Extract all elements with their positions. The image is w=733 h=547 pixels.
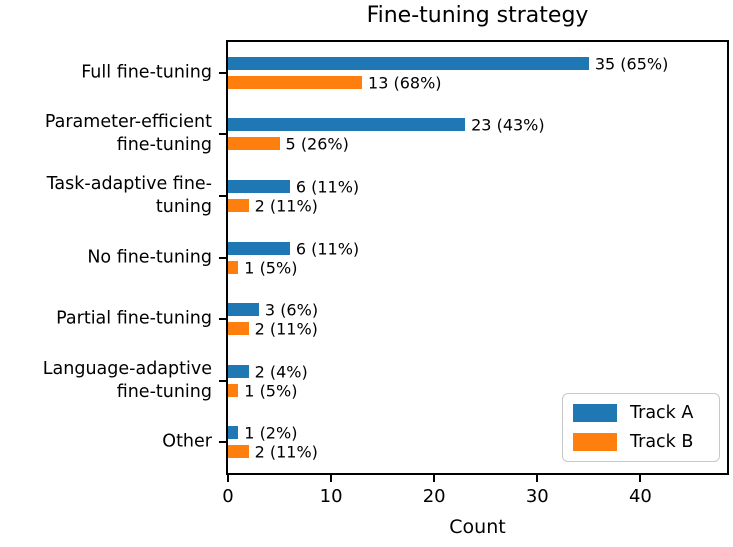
plot-area: 35 (65%) 13 (68%) 23 (43%) 5 (26%) 6 (11%) 2 … (226, 40, 729, 475)
y-axis-category-label: Language-adaptive fine-tuning (42, 358, 212, 402)
bar-track-a-partial-fine-tuning (228, 303, 259, 317)
y-axis-tick (219, 379, 226, 382)
y-axis-category-label: Task-adaptive fine- tuning (46, 173, 212, 217)
legend-swatch-track-a (573, 404, 617, 423)
chart-title: Fine-tuning strategy (366, 3, 589, 28)
bar-value-label: 1 (5%) (244, 258, 298, 277)
x-axis-tick (227, 475, 229, 482)
y-axis-tick (219, 256, 226, 259)
bar-track-b-other (228, 445, 249, 459)
legend: Track A Track B (562, 393, 720, 462)
x-axis-tick-label: 10 (319, 486, 343, 507)
bar-track-b-task-adaptive-fine-tuning (228, 198, 249, 212)
bar-track-b-parameter-efficient-fine-tuning (228, 137, 280, 151)
x-axis-tick (433, 475, 436, 482)
bar-track-a-parameter-efficient-fine-tuning (228, 118, 466, 132)
legend-entry-track-a: Track A (573, 403, 709, 423)
y-axis-category-label: Full fine-tuning (81, 62, 212, 83)
bar-value-label: 1 (2%) (244, 423, 298, 443)
y-axis-tick (219, 133, 226, 136)
legend-entry-track-b: Track B (573, 432, 709, 452)
bar-value-label: 35 (65%) (594, 54, 669, 74)
bar-track-b-partial-fine-tuning (228, 322, 249, 336)
x-axis-tick (536, 475, 539, 482)
y-axis-category-label: No fine-tuning (87, 247, 212, 267)
bar-track-a-language-adaptive-fine-tuning (228, 364, 249, 378)
bar-track-b-language-adaptive-fine-tuning (228, 383, 239, 397)
bar-track-a-task-adaptive-fine-tuning (228, 179, 290, 193)
x-axis-title: Count (449, 516, 506, 538)
legend-label-track-b: Track B (630, 431, 694, 452)
y-axis-category-label: Parameter-efficient fine-tuning (44, 112, 212, 156)
x-axis-tick-label: 30 (525, 486, 549, 507)
bar-track-a-no-fine-tuning (228, 241, 290, 255)
x-axis-tick-label: 20 (422, 486, 446, 507)
y-axis-category-label: Partial fine-tuning (56, 308, 212, 329)
y-axis-tick (219, 194, 226, 197)
bar-value-label: 6 (11%) (295, 239, 360, 258)
bar-value-label: 2 (11%) (254, 319, 318, 339)
bar-value-label: 13 (68%) (368, 73, 442, 93)
bar-value-label: 6 (11%) (295, 177, 360, 197)
y-axis-tick (219, 441, 226, 444)
bar-track-b-no-fine-tuning (228, 260, 239, 274)
y-axis-tick (219, 318, 226, 321)
bar-value-label: 2 (11%) (254, 442, 318, 462)
bar-value-label: 2 (11%) (254, 196, 318, 216)
bar-value-label: 3 (6%) (264, 300, 319, 320)
bar-track-b-full-fine-tuning (228, 75, 363, 89)
y-axis-tick (219, 71, 226, 74)
bar-track-a-other (228, 426, 239, 440)
x-axis-tick (330, 475, 333, 482)
x-axis-tick-label: 40 (628, 486, 652, 507)
bar-value-label: 1 (5%) (244, 381, 298, 401)
legend-label-track-a: Track A (630, 403, 694, 424)
y-axis-category-label: Other (162, 431, 212, 452)
bar-track-a-full-fine-tuning (228, 56, 589, 70)
bar-value-label: 23 (43%) (471, 115, 545, 135)
bar-value-label: 5 (26%) (285, 134, 349, 154)
x-axis-tick-label: 0 (222, 486, 234, 507)
bar-value-label: 2 (4%) (254, 362, 308, 382)
x-axis-tick (639, 475, 642, 482)
legend-swatch-track-b (573, 432, 617, 451)
